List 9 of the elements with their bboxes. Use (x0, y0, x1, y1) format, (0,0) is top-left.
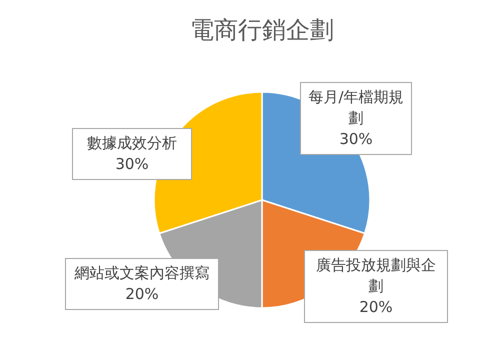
slice-label: 數據成效分析 (86, 133, 178, 154)
data-label: 30% (114, 154, 150, 175)
data-label: 20% (358, 297, 394, 318)
data-label: 20% (124, 284, 160, 305)
data-label: 30% (338, 129, 374, 150)
chart-title: 電商行銷企劃 (190, 16, 334, 44)
slice-label: 網站或文案內容撰寫 (74, 263, 210, 284)
slice-label: 每月/年檔期規劃 (307, 87, 405, 129)
slice-label: 廣告投放規劃與企劃 (315, 255, 437, 297)
